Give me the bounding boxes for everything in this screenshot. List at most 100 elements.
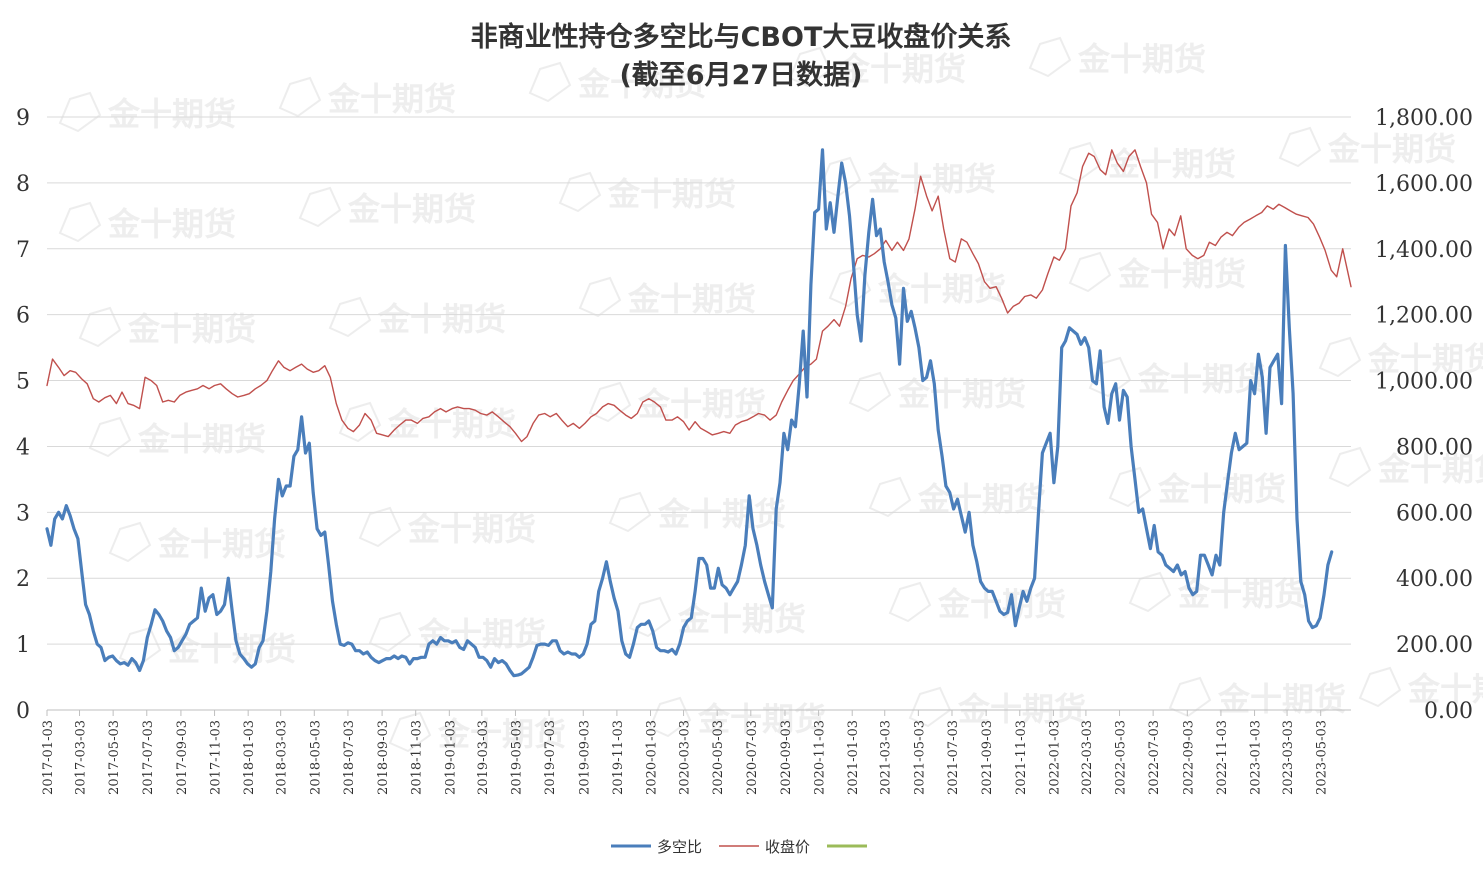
watermark: 金十期货 (388, 711, 566, 753)
watermark: 金十期货 (818, 156, 996, 198)
watermark: 金十期货 (1328, 446, 1483, 488)
watermark-icon (868, 476, 912, 518)
watermark-icon (298, 186, 342, 228)
watermark-text: 金十期货 (697, 700, 826, 738)
watermark-text: 金十期货 (897, 375, 1026, 413)
watermark-icon (358, 506, 402, 548)
x-tick-label: 2020-01-03 (644, 720, 659, 795)
x-tick-label: 2022-09-03 (1181, 720, 1196, 795)
watermark-icon (558, 171, 602, 213)
x-tick-label: 2019-05-03 (509, 720, 524, 795)
right-y-tick-label: 1,600.00 (1375, 172, 1473, 197)
watermark: 金十期货 (1068, 251, 1246, 293)
watermark-text: 金十期货 (1367, 340, 1483, 378)
series-line-long-short-ratio (45, 148, 1334, 678)
watermark: 金十期货 (1028, 36, 1206, 78)
left-y-tick-label: 2 (16, 567, 30, 592)
watermark: 金十期货 (578, 276, 756, 318)
watermark-icon (1278, 126, 1322, 168)
x-tick-label: 2018-05-03 (308, 720, 323, 795)
watermark: 金十期货 (788, 46, 966, 88)
x-tick-label: 2017-07-03 (141, 720, 156, 795)
watermark-text: 金十期货 (677, 600, 806, 638)
x-tick-label: 2018-09-03 (376, 720, 391, 795)
left-y-tick-label: 5 (16, 370, 30, 395)
watermark-icon (608, 491, 652, 533)
watermark-text: 金十期货 (107, 205, 236, 243)
watermark-text: 金十期货 (1157, 470, 1286, 508)
watermark-text: 金十期货 (1327, 130, 1456, 168)
watermark-icon (578, 276, 622, 318)
x-tick-label: 2023-05-03 (1315, 720, 1330, 795)
watermark-icon (58, 91, 102, 133)
watermark-icon (1168, 676, 1212, 718)
watermark-text: 金十期货 (1077, 40, 1206, 78)
legend-item: 多空比 (611, 838, 702, 856)
watermark-icon (278, 76, 322, 118)
right-y-tick-label: 1,200.00 (1375, 304, 1473, 329)
watermark-text: 金十期货 (657, 495, 786, 533)
watermark-icon (118, 626, 162, 668)
watermark-icon (1058, 141, 1102, 183)
watermark-text: 金十期货 (1217, 680, 1346, 718)
left-y-tick-label: 1 (16, 633, 30, 658)
watermark: 金十期货 (88, 416, 266, 458)
right-y-axis: 0.00 200.00 400.00 600.00 800.00 1,000.00 1,20… (1375, 106, 1473, 724)
right-y-tick-label: 1,000.00 (1375, 370, 1473, 395)
watermark-text: 金十期货 (167, 630, 296, 668)
chart-subtitle: (截至6月27日数据) (619, 60, 862, 91)
watermark-icon (818, 156, 862, 198)
watermark-icon (908, 686, 952, 728)
series-line-close-price (46, 149, 1352, 443)
x-tick-label: 2019-11-03 (611, 720, 626, 795)
watermark-icon (388, 711, 432, 753)
watermark-icon (88, 416, 132, 458)
watermark-icon (848, 371, 892, 413)
x-tick-label: 2023-01-03 (1249, 720, 1264, 795)
watermark-text: 金十期货 (937, 585, 1066, 623)
watermark: 金十期货 (828, 266, 1006, 308)
x-tick-label: 2020-11-03 (813, 720, 828, 795)
watermark: 金十期货 (848, 371, 1026, 413)
watermark-text: 金十期货 (377, 300, 506, 338)
x-tick-label: 2017-09-03 (175, 720, 190, 795)
right-y-tick-label: 800.00 (1396, 435, 1473, 460)
watermark-text: 金十期货 (637, 385, 766, 423)
x-tick-label: 2018-03-03 (275, 720, 290, 795)
watermark: 金十期货 (1128, 571, 1306, 613)
watermark: 金十期货 (628, 596, 806, 638)
x-tick-label: 2023-03-03 (1281, 720, 1296, 795)
watermark-text: 金十期货 (137, 420, 266, 458)
watermark-text: 金十期货 (1407, 670, 1483, 708)
legend-label: 多空比 (657, 838, 702, 856)
x-tick-label: 2019-09-03 (577, 720, 592, 795)
watermark-icon (648, 696, 692, 738)
watermark-icon (58, 201, 102, 243)
x-tick-label: 2018-11-03 (410, 720, 425, 795)
watermark: 金十期货 (1168, 676, 1346, 718)
x-tick-label: 2021-11-03 (1014, 720, 1029, 795)
watermark-text: 金十期货 (607, 175, 736, 213)
watermark-icon (788, 46, 832, 88)
x-tick-label: 2022-07-03 (1147, 720, 1162, 795)
watermark-icon (528, 61, 572, 103)
watermark-text: 金十期货 (437, 715, 566, 753)
x-tick-label: 2020-03-03 (678, 720, 693, 795)
watermark-text: 金十期货 (627, 280, 756, 318)
watermark-text: 金十期货 (957, 690, 1086, 728)
watermark: 金十期货 (1318, 336, 1483, 378)
x-tick-label: 2019-07-03 (543, 720, 558, 795)
x-axis: 2017-01-03 2017-03-03 2017-05-03 2017-07-03… (41, 710, 1330, 795)
legend-label: 收盘价 (765, 838, 810, 856)
watermark-icon (1358, 666, 1402, 708)
series-layer (45, 148, 1352, 678)
left-y-tick-label: 6 (16, 304, 30, 329)
watermark-icon (888, 581, 932, 623)
left-y-tick-label: 4 (16, 435, 30, 460)
watermark: 金十期货 (1108, 466, 1286, 508)
x-tick-label: 2017-01-03 (41, 720, 56, 795)
left-y-tick-label: 0 (16, 699, 30, 724)
watermark: 金十期货 (118, 626, 296, 668)
watermark-icon (1328, 446, 1372, 488)
